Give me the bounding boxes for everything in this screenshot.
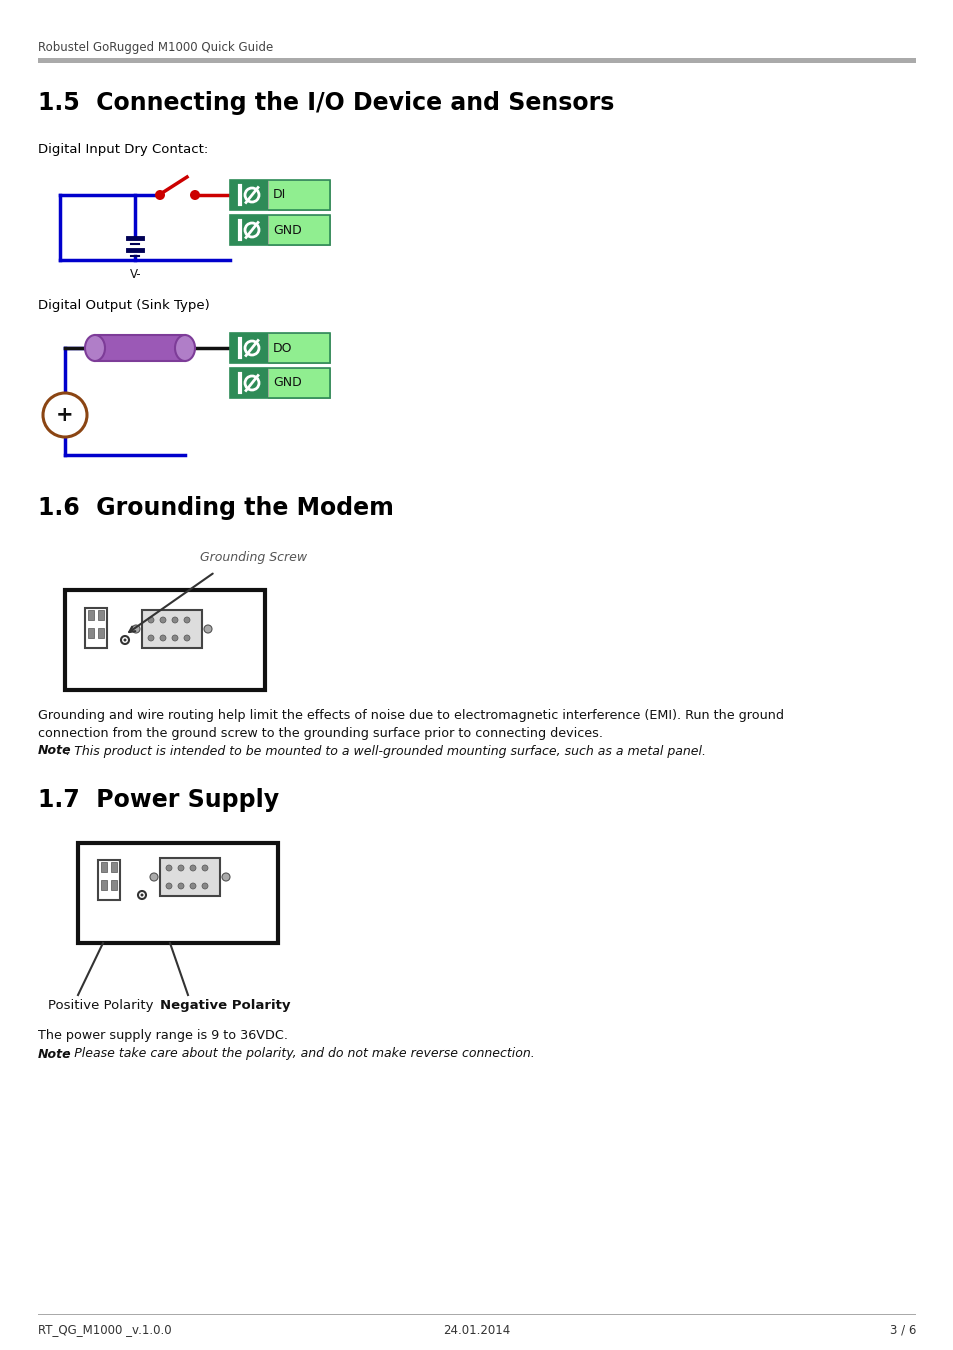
Circle shape <box>154 190 165 200</box>
Text: Positive Polarity: Positive Polarity <box>48 999 153 1011</box>
Circle shape <box>138 891 146 899</box>
Circle shape <box>202 883 208 890</box>
Bar <box>78 842 277 944</box>
Text: Note: Note <box>38 744 71 757</box>
Circle shape <box>121 636 129 644</box>
Bar <box>88 628 94 639</box>
Circle shape <box>172 617 178 622</box>
Text: +: + <box>56 405 73 425</box>
Text: 1.6  Grounding the Modem: 1.6 Grounding the Modem <box>38 495 394 520</box>
Text: GND: GND <box>273 377 301 390</box>
Text: : Please take care about the polarity, and do not make reverse connection.: : Please take care about the polarity, a… <box>66 1048 535 1061</box>
Bar <box>85 608 107 648</box>
Text: DI: DI <box>273 189 286 201</box>
Bar <box>230 369 330 398</box>
Ellipse shape <box>85 335 105 360</box>
Text: Negative Polarity: Negative Polarity <box>160 999 291 1011</box>
Text: RT_QG_M1000 _v.1.0.0: RT_QG_M1000 _v.1.0.0 <box>38 1323 172 1336</box>
Bar <box>101 880 107 890</box>
Bar <box>268 180 330 211</box>
Bar <box>98 610 104 620</box>
Circle shape <box>202 865 208 871</box>
Text: DO: DO <box>273 342 293 355</box>
Text: Digital Input Dry Contact:: Digital Input Dry Contact: <box>38 143 208 157</box>
Bar <box>98 860 120 900</box>
Circle shape <box>166 865 172 871</box>
Text: The power supply range is 9 to 36VDC.: The power supply range is 9 to 36VDC. <box>38 1030 288 1042</box>
Circle shape <box>123 639 127 641</box>
Text: 1.7  Power Supply: 1.7 Power Supply <box>38 788 279 811</box>
Bar <box>101 863 107 872</box>
Circle shape <box>178 883 184 890</box>
Circle shape <box>222 873 230 882</box>
Text: V-: V- <box>130 269 141 282</box>
Text: GND: GND <box>273 224 301 236</box>
Circle shape <box>160 617 166 622</box>
Circle shape <box>140 894 143 896</box>
Circle shape <box>148 617 153 622</box>
Text: Grounding Screw: Grounding Screw <box>200 552 307 564</box>
Circle shape <box>132 625 140 633</box>
Bar <box>230 215 268 244</box>
Bar <box>268 333 330 363</box>
Text: 3 / 6: 3 / 6 <box>889 1323 915 1336</box>
Circle shape <box>190 190 200 200</box>
Circle shape <box>204 625 212 633</box>
Text: Digital Output (Sink Type): Digital Output (Sink Type) <box>38 298 210 312</box>
Bar <box>230 180 330 211</box>
Text: 1.5  Connecting the I/O Device and Sensors: 1.5 Connecting the I/O Device and Sensor… <box>38 90 614 115</box>
Bar <box>230 215 330 244</box>
Circle shape <box>172 634 178 641</box>
Bar <box>95 335 185 360</box>
Bar <box>38 58 915 63</box>
Circle shape <box>184 634 190 641</box>
Circle shape <box>43 393 87 437</box>
Circle shape <box>184 617 190 622</box>
Text: Note: Note <box>38 1048 71 1061</box>
Circle shape <box>160 634 166 641</box>
Text: Robustel GoRugged M1000 Quick Guide: Robustel GoRugged M1000 Quick Guide <box>38 42 273 54</box>
Ellipse shape <box>174 335 194 360</box>
Bar <box>230 333 330 363</box>
Circle shape <box>178 865 184 871</box>
Bar <box>160 859 220 896</box>
Text: : This product is intended to be mounted to a well-grounded mounting surface, su: : This product is intended to be mounted… <box>66 744 705 757</box>
Text: connection from the ground screw to the grounding surface prior to connecting de: connection from the ground screw to the … <box>38 726 602 740</box>
Bar <box>268 369 330 398</box>
Bar <box>111 880 117 890</box>
Bar <box>230 180 268 211</box>
Text: 24.01.2014: 24.01.2014 <box>443 1323 510 1336</box>
Bar <box>88 610 94 620</box>
Text: Grounding and wire routing help limit the effects of noise due to electromagneti: Grounding and wire routing help limit th… <box>38 709 783 721</box>
Circle shape <box>190 865 195 871</box>
Bar <box>230 369 268 398</box>
Bar <box>98 628 104 639</box>
Bar <box>268 215 330 244</box>
Bar <box>65 590 265 690</box>
Bar <box>230 333 268 363</box>
Circle shape <box>150 873 158 882</box>
Bar <box>111 863 117 872</box>
Circle shape <box>148 634 153 641</box>
Circle shape <box>166 883 172 890</box>
Bar <box>38 1314 915 1315</box>
Circle shape <box>190 883 195 890</box>
Bar <box>142 610 202 648</box>
